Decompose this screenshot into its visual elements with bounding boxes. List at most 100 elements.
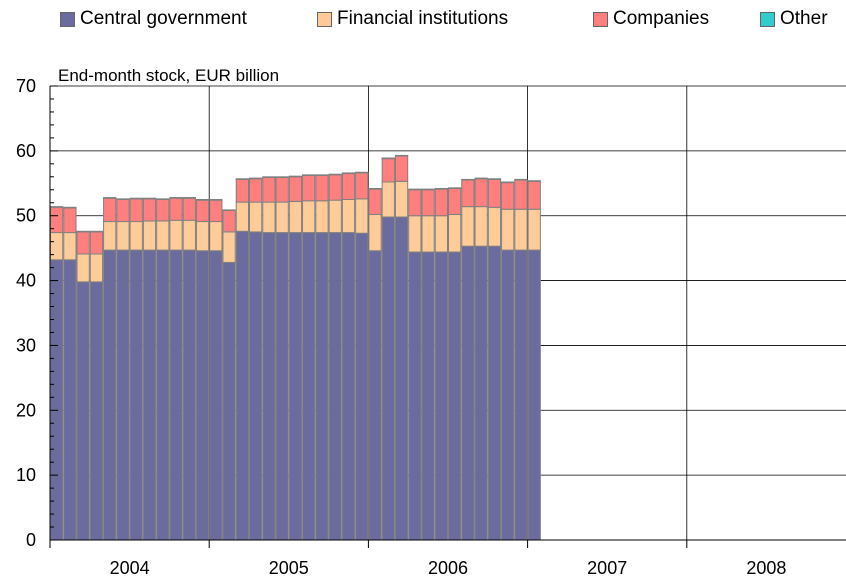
bar-segment-other xyxy=(195,199,210,201)
bar-segment-central-government xyxy=(169,249,183,541)
bar-segment-companies xyxy=(514,179,528,210)
bar-segment-central-government xyxy=(76,281,90,541)
bar-segment-central-government xyxy=(368,250,382,541)
bar-segment-companies xyxy=(302,175,316,202)
bar-segment-companies xyxy=(222,210,236,233)
legend: Central government Financial institution… xyxy=(60,8,840,32)
bar-segment-other xyxy=(89,230,104,233)
bar-segment-central-government xyxy=(341,232,356,541)
bar-segment-central-government xyxy=(116,249,130,541)
bar-segment-companies xyxy=(341,173,356,201)
bar-segment-other xyxy=(302,174,316,177)
bar-segment-financial-institutions xyxy=(262,201,276,234)
bar-segment-companies xyxy=(262,176,276,203)
bar-segment-other xyxy=(182,197,196,199)
chart-subtitle: End-month stock, EUR billion xyxy=(58,66,279,85)
bar-segment-companies xyxy=(461,179,475,208)
y-tick-label: 50 xyxy=(16,206,36,226)
legend-swatch xyxy=(593,11,608,27)
bar-segment-central-government xyxy=(142,249,157,541)
bar-segment-other xyxy=(514,178,528,181)
y-tick-label: 10 xyxy=(16,465,36,485)
bar-segment-financial-institutions xyxy=(315,200,329,234)
bar-segment-financial-institutions xyxy=(434,215,449,253)
bar-segment-central-government xyxy=(222,261,236,541)
bar-segment-other xyxy=(527,180,541,182)
x-tick-label: 2005 xyxy=(269,558,309,578)
legend-label: Central government xyxy=(80,8,247,29)
bar-segment-financial-institutions xyxy=(328,199,342,234)
bar-segment-financial-institutions xyxy=(156,220,170,251)
legend-label: Other xyxy=(780,8,828,29)
bar-segment-financial-institutions xyxy=(275,201,289,234)
bar-segment-companies xyxy=(501,182,515,210)
bar-segment-companies xyxy=(448,187,462,215)
y-tick-label: 30 xyxy=(16,335,36,355)
bar-segment-companies xyxy=(421,189,435,217)
bar-segment-central-government xyxy=(302,232,316,541)
bar-segment-other xyxy=(434,187,449,190)
bars xyxy=(50,154,541,541)
bar-segment-other xyxy=(169,197,183,199)
bar-segment-companies xyxy=(408,189,422,217)
bar-segment-companies xyxy=(209,199,223,223)
bar-segment-other xyxy=(275,176,289,178)
y-tick-label: 40 xyxy=(16,271,36,291)
bar-segment-companies xyxy=(103,197,117,223)
bar-segment-financial-institutions xyxy=(421,215,435,253)
bar-segment-financial-institutions xyxy=(50,232,64,261)
bar-segment-central-government xyxy=(514,249,528,541)
bar-segment-central-government xyxy=(421,251,435,541)
bar-segment-central-government xyxy=(474,245,488,541)
bar-segment-central-government xyxy=(461,245,475,541)
bar-segment-financial-institutions xyxy=(76,253,90,283)
bar-segment-central-government xyxy=(89,281,104,541)
bar-segment-other xyxy=(421,188,435,191)
bar-segment-other xyxy=(288,175,303,178)
bar-segment-other xyxy=(76,230,90,233)
bar-segment-companies xyxy=(527,180,541,210)
bar-segment-financial-institutions xyxy=(195,221,210,252)
bar-segment-companies xyxy=(315,175,329,202)
bar-segment-other xyxy=(222,209,236,212)
bar-segment-other xyxy=(487,178,502,180)
bar-segment-central-government xyxy=(63,259,77,541)
bar-segment-other xyxy=(448,187,462,189)
bar-segment-other xyxy=(262,176,276,178)
bar-segment-other xyxy=(355,171,369,174)
legend-swatch xyxy=(760,11,775,27)
bar-segment-other xyxy=(341,172,356,175)
legend-item-central-government: Central government xyxy=(60,8,247,30)
bar-segment-other xyxy=(315,174,329,177)
bar-segment-central-government xyxy=(103,249,117,541)
bar-segment-central-government xyxy=(527,249,541,541)
bar-segment-other xyxy=(249,177,263,180)
bar-segment-financial-institutions xyxy=(182,219,196,251)
axes: 0 10 20 30 40 50 60 70 2004 2005 2006 2007 2008 xyxy=(16,76,846,578)
bar-segment-central-government xyxy=(262,232,276,541)
bar-segment-central-government xyxy=(249,231,263,541)
bar-segment-central-government xyxy=(235,230,250,541)
bar-segment-companies xyxy=(288,176,303,202)
bar-segment-central-government xyxy=(434,251,449,541)
bar-segment-other xyxy=(142,197,157,200)
bar-segment-companies xyxy=(275,176,289,203)
bar-segment-financial-institutions xyxy=(381,181,395,218)
bar-segment-financial-institutions xyxy=(527,208,541,251)
bar-segment-central-government xyxy=(156,249,170,541)
bar-segment-financial-institutions xyxy=(222,231,236,263)
bar-segment-companies xyxy=(487,178,502,208)
x-tick-label: 2004 xyxy=(110,558,150,578)
bar-segment-financial-institutions xyxy=(514,208,528,251)
y-tick-label: 0 xyxy=(26,530,36,550)
bar-segment-financial-institutions xyxy=(448,213,462,253)
bar-segment-companies xyxy=(328,174,342,201)
bar-segment-other xyxy=(103,197,117,199)
bar-segment-companies xyxy=(249,178,263,203)
bar-segment-other xyxy=(394,154,409,157)
bar-segment-companies xyxy=(474,178,488,208)
y-tick-label: 70 xyxy=(16,76,36,96)
bar-segment-companies xyxy=(394,155,409,182)
bar-segment-financial-institutions xyxy=(129,221,143,251)
